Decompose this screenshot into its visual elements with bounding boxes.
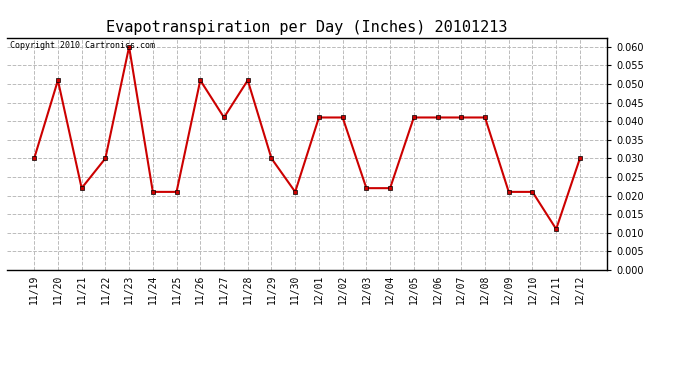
Title: Evapotranspiration per Day (Inches) 20101213: Evapotranspiration per Day (Inches) 2010… bbox=[106, 20, 508, 35]
Text: Copyright 2010 Cartronics.com: Copyright 2010 Cartronics.com bbox=[10, 41, 155, 50]
